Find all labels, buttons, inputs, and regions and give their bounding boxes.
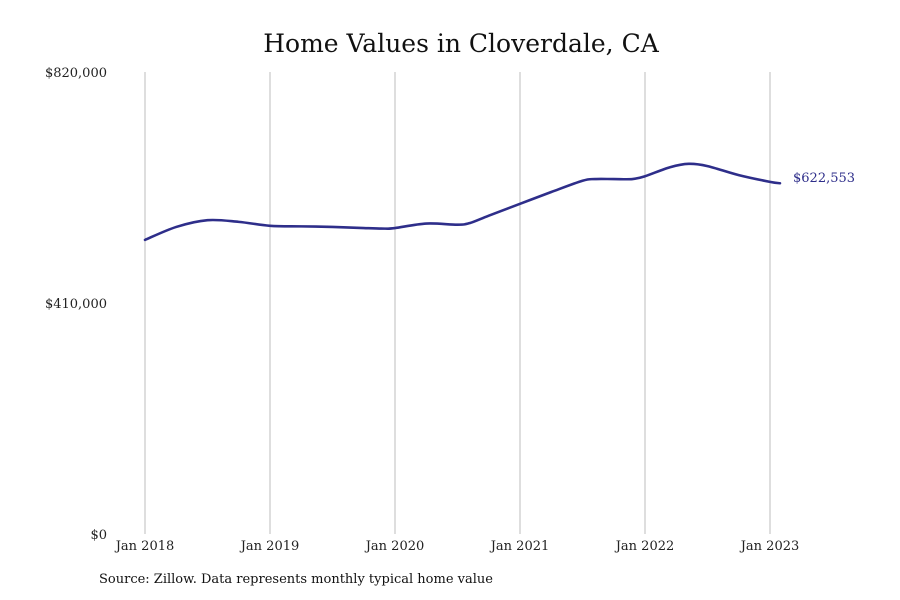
vertical-gridlines bbox=[144, 72, 771, 534]
x-tick-label: Jan 2020 bbox=[364, 539, 425, 554]
x-tick-label: Jan 2021 bbox=[489, 539, 550, 554]
y-tick-label: $0 bbox=[90, 528, 107, 543]
y-axis-ticks: $820,000 $410,000 $0 bbox=[45, 66, 107, 543]
x-tick-label: Jan 2023 bbox=[739, 539, 800, 554]
end-value-label: $622,553 bbox=[793, 171, 855, 186]
y-tick-label: $410,000 bbox=[45, 297, 107, 312]
source-note: Source: Zillow. Data represents monthly … bbox=[99, 572, 493, 587]
y-tick-label: $820,000 bbox=[45, 66, 107, 81]
x-tick-label: Jan 2022 bbox=[614, 539, 675, 554]
chart-title: Home Values in Cloverdale, CA bbox=[263, 29, 659, 58]
x-tick-label: Jan 2018 bbox=[114, 539, 175, 554]
x-tick-label: Jan 2019 bbox=[239, 539, 300, 554]
x-axis-ticks: Jan 2018 Jan 2019 Jan 2020 Jan 2021 Jan 2022… bbox=[114, 539, 800, 554]
series-line-0 bbox=[143, 162, 782, 242]
series-lines bbox=[143, 162, 782, 242]
